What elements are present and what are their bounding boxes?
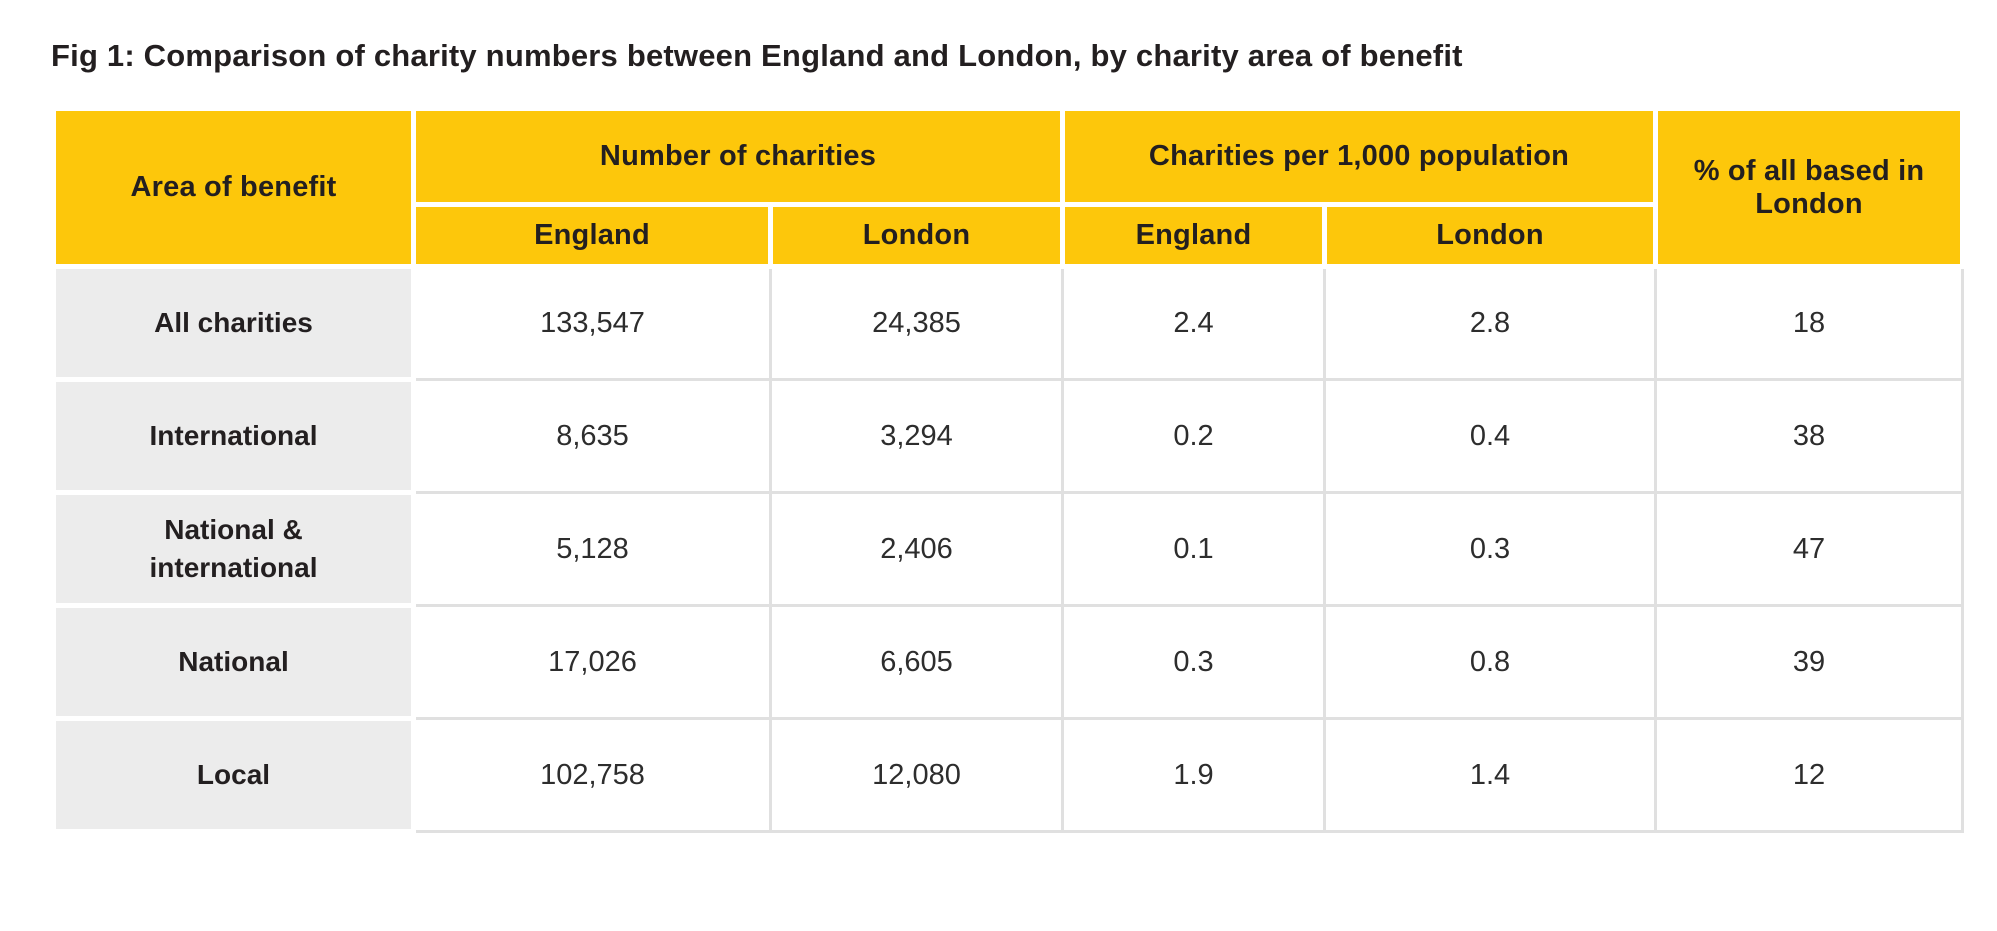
cell-england-per-1000: 0.1: [1061, 491, 1326, 607]
sub-header-london-count: London: [768, 202, 1065, 269]
table-row-national: National 17,026 6,605 0.3 0.8 39: [51, 603, 1964, 721]
charity-comparison-table: Area of benefit Number of charities Char…: [51, 106, 1965, 834]
cell-england-count: 5,128: [412, 491, 772, 607]
col-header-area-of-benefit: Area of benefit: [51, 106, 416, 269]
table-row-all-charities: All charities 133,547 24,385 2.4 2.8 18: [51, 264, 1964, 382]
cell-pct-london: 39: [1654, 604, 1964, 720]
sub-header-england-count: England: [411, 202, 773, 269]
cell-london-count: 2,406: [769, 491, 1064, 607]
col-group-number-of-charities: Number of charities: [411, 106, 1065, 207]
sub-header-england-per-1000: England: [1060, 202, 1327, 269]
cell-england-per-1000: 0.3: [1061, 604, 1326, 720]
table-body: All charities 133,547 24,385 2.4 2.8 18 …: [51, 264, 1964, 834]
cell-england-count: 133,547: [412, 265, 772, 381]
row-label: Local: [51, 716, 416, 834]
cell-england-per-1000: 2.4: [1061, 265, 1326, 381]
cell-london-per-1000: 1.4: [1323, 717, 1657, 833]
table-header: Area of benefit Number of charities Char…: [51, 106, 1965, 269]
table-row-local: Local 102,758 12,080 1.9 1.4 12: [51, 716, 1964, 834]
header-sub-row: England London England London: [54, 202, 1963, 269]
cell-london-per-1000: 0.8: [1323, 604, 1657, 720]
col-header-pct-based-in-london: % of all based in London: [1653, 106, 1965, 269]
row-label: National: [51, 603, 416, 721]
cell-england-per-1000: 1.9: [1061, 717, 1326, 833]
cell-england-per-1000: 0.2: [1061, 378, 1326, 494]
cell-england-count: 8,635: [412, 378, 772, 494]
table-row-international: International 8,635 3,294 0.2 0.4 38: [51, 377, 1964, 495]
cell-pct-london: 12: [1654, 717, 1964, 833]
cell-england-count: 17,026: [412, 604, 772, 720]
sub-header-london-per-1000: London: [1322, 202, 1658, 269]
table-row-national-and-international: National & international 5,128 2,406 0.1…: [51, 490, 1964, 608]
row-label: All charities: [51, 264, 416, 382]
cell-london-per-1000: 0.4: [1323, 378, 1657, 494]
cell-london-per-1000: 2.8: [1323, 265, 1657, 381]
col-group-charities-per-1000: Charities per 1,000 population: [1060, 106, 1658, 207]
cell-pct-london: 18: [1654, 265, 1964, 381]
row-label: National & international: [51, 490, 416, 608]
header-group-row: Area of benefit Number of charities Char…: [51, 106, 1965, 269]
figure-title: Fig 1: Comparison of charity numbers bet…: [51, 38, 1463, 73]
cell-pct-london: 47: [1654, 491, 1964, 607]
cell-london-count: 3,294: [769, 378, 1064, 494]
row-label: International: [51, 377, 416, 495]
cell-london-count: 24,385: [769, 265, 1064, 381]
cell-london-count: 6,605: [769, 604, 1064, 720]
cell-london-per-1000: 0.3: [1323, 491, 1657, 607]
cell-london-count: 12,080: [769, 717, 1064, 833]
cell-england-count: 102,758: [412, 717, 772, 833]
cell-pct-london: 38: [1654, 378, 1964, 494]
